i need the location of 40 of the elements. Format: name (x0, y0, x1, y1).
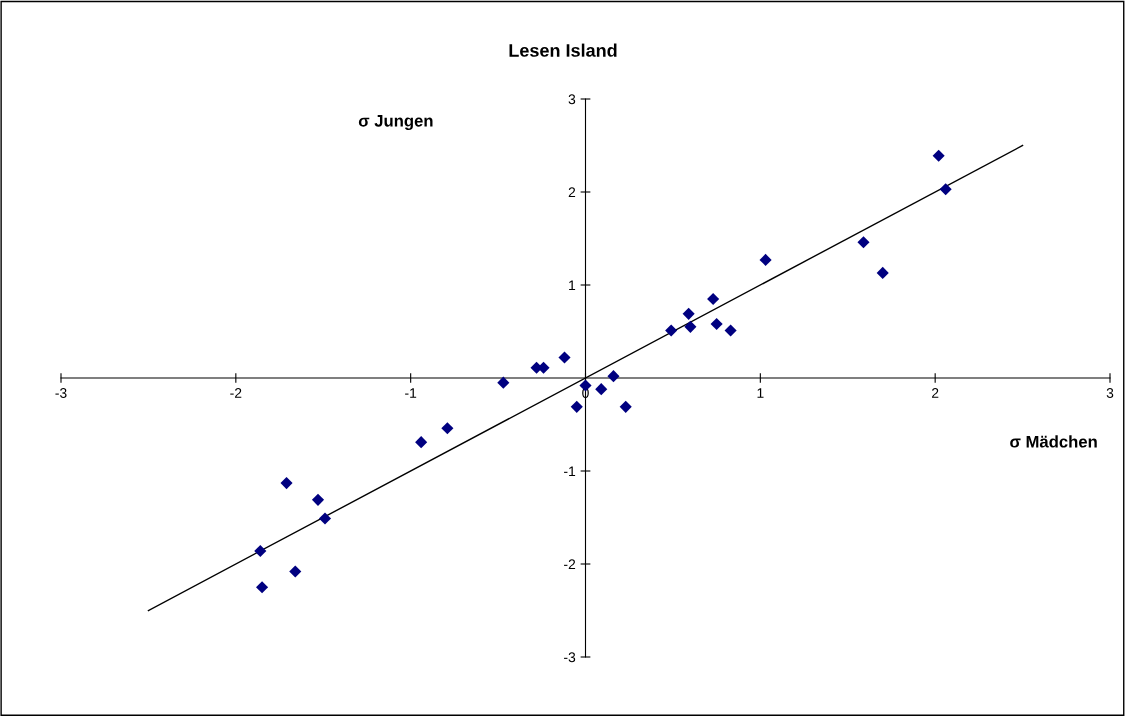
point (415, 436, 428, 449)
point (289, 565, 302, 578)
point (318, 512, 332, 525)
y-tick-label: 2 (568, 187, 576, 198)
point (939, 183, 952, 196)
x-tick-label: 1 (757, 388, 764, 398)
point (558, 351, 571, 364)
y-axis-title: σ Jungen (358, 115, 433, 131)
point (684, 320, 697, 333)
x-tick-label: -2 (230, 388, 242, 398)
chart-title: Lesen Island (509, 43, 617, 57)
point (280, 477, 293, 490)
point (619, 400, 632, 413)
point (707, 292, 720, 305)
y-tick-label: -3 (564, 652, 576, 663)
point (682, 307, 695, 320)
x-tick-label: -1 (405, 388, 417, 398)
y-tick-label: -1 (564, 466, 576, 477)
point (876, 266, 889, 279)
point (256, 581, 269, 594)
point (724, 324, 737, 337)
point (570, 400, 583, 413)
y-tick-label: -2 (564, 559, 576, 570)
point (857, 236, 870, 249)
y-tick-label: 3 (568, 94, 576, 105)
point (607, 370, 620, 383)
point (759, 253, 772, 266)
point (710, 318, 723, 331)
x-tick-label: 2 (932, 388, 939, 398)
x-axis-title: σ Mädchen (1010, 435, 1097, 448)
point (254, 544, 267, 558)
x-tick-label: -3 (55, 388, 67, 398)
point (497, 376, 510, 389)
point (932, 149, 945, 162)
y-tick-label: 1 (569, 280, 576, 291)
point (441, 422, 454, 435)
x-tick-label: 3 (1106, 388, 1114, 398)
point (595, 383, 608, 396)
point (311, 493, 325, 506)
point (665, 324, 678, 337)
